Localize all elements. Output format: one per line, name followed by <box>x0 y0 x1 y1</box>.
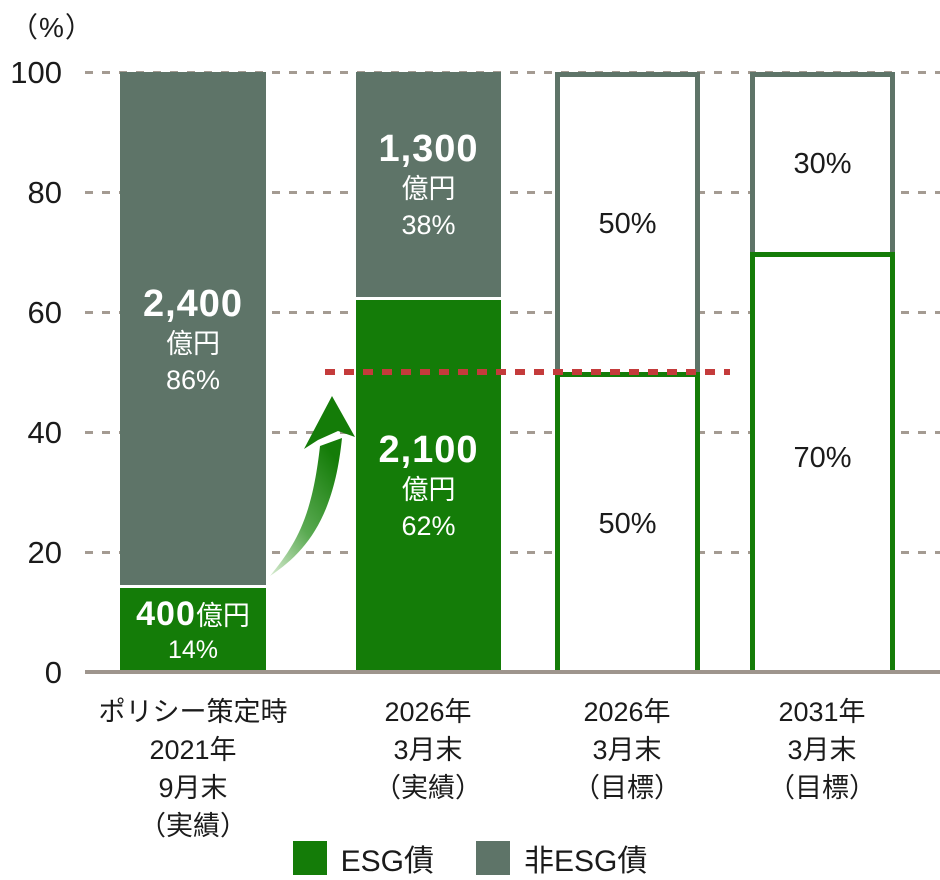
x-label-bar4: 2031年 3月末 （目標） <box>768 697 876 803</box>
gridline-60 <box>85 311 940 314</box>
bar2-non-esg-segment: 1,300 億円 38% <box>356 72 501 297</box>
bar1-esg-unit: 億円 <box>195 601 250 631</box>
bar2-non-esg-unit: 億円 <box>401 173 456 204</box>
bar3-non-esg-percent: 50% <box>598 208 657 240</box>
bar2-esg-segment: 2,100 億円 62% <box>356 300 501 672</box>
y-tick-80: 80 <box>27 175 62 210</box>
legend-label-esg: ESG債 <box>340 845 434 878</box>
y-axis-unit-label: （%） <box>10 12 94 43</box>
bar1-esg-amount: 400億円 <box>136 595 250 635</box>
y-tick-40: 40 <box>27 415 62 450</box>
bar4-non-esg-percent: 30% <box>793 148 852 180</box>
bar4-esg-target-segment: 70% <box>750 252 895 672</box>
bar2-esg-percent: 62% <box>401 511 456 541</box>
bar1-esg-amount-number: 400 <box>136 595 196 633</box>
bar3-esg-target-segment: 50% <box>555 372 700 672</box>
bar2-esg-unit: 億円 <box>401 475 456 505</box>
bar1-esg-segment: 400億円 14% <box>120 588 266 672</box>
bar2-esg-amount: 2,100 <box>378 429 479 471</box>
y-tick-100: 100 <box>10 55 62 90</box>
bar3-esg-percent: 50% <box>598 508 657 540</box>
x-axis-line <box>85 670 940 674</box>
legend: ESG債 非ESG債 <box>0 836 940 880</box>
legend-item-esg: ESG債 <box>292 836 434 880</box>
bar1-non-esg-percent: 86% <box>165 364 221 395</box>
bar1-non-esg-amount: 2,400 <box>142 282 244 325</box>
esg-swatch-icon <box>292 841 327 875</box>
y-tick-60: 60 <box>27 295 62 330</box>
y-tick-0: 0 <box>44 655 62 690</box>
bar4-esg-percent: 70% <box>793 442 852 474</box>
x-label-bar3: 2026年 3月末 （目標） <box>573 697 681 803</box>
growth-arrow-icon <box>260 392 356 580</box>
x-label-bar1: ポリシー策定時 2021年 9月末 （実績） <box>98 697 288 841</box>
non-esg-swatch-icon <box>476 841 510 875</box>
gridline-20 <box>85 551 940 554</box>
reference-line-50-percent <box>325 369 730 375</box>
bar3-non-esg-target-segment: 50% <box>555 72 700 372</box>
bar1-esg-percent: 14% <box>167 636 219 664</box>
gridline-100 <box>85 71 940 74</box>
bar1-non-esg-unit: 億円 <box>166 328 220 359</box>
y-tick-20: 20 <box>27 535 62 570</box>
bar4-non-esg-target-segment: 30% <box>750 72 895 252</box>
bar2-non-esg-percent: 38% <box>401 209 456 240</box>
gridline-40 <box>85 431 940 434</box>
x-label-bar2: 2026年 3月末 （実績） <box>374 697 482 803</box>
gridline-80 <box>85 191 940 194</box>
bar2-non-esg-amount: 1,300 <box>378 127 479 170</box>
legend-label-non-esg: 非ESG債 <box>524 845 648 878</box>
legend-item-non-esg: 非ESG債 <box>476 836 647 880</box>
bar1-non-esg-segment: 2,400 億円 86% <box>120 72 266 585</box>
